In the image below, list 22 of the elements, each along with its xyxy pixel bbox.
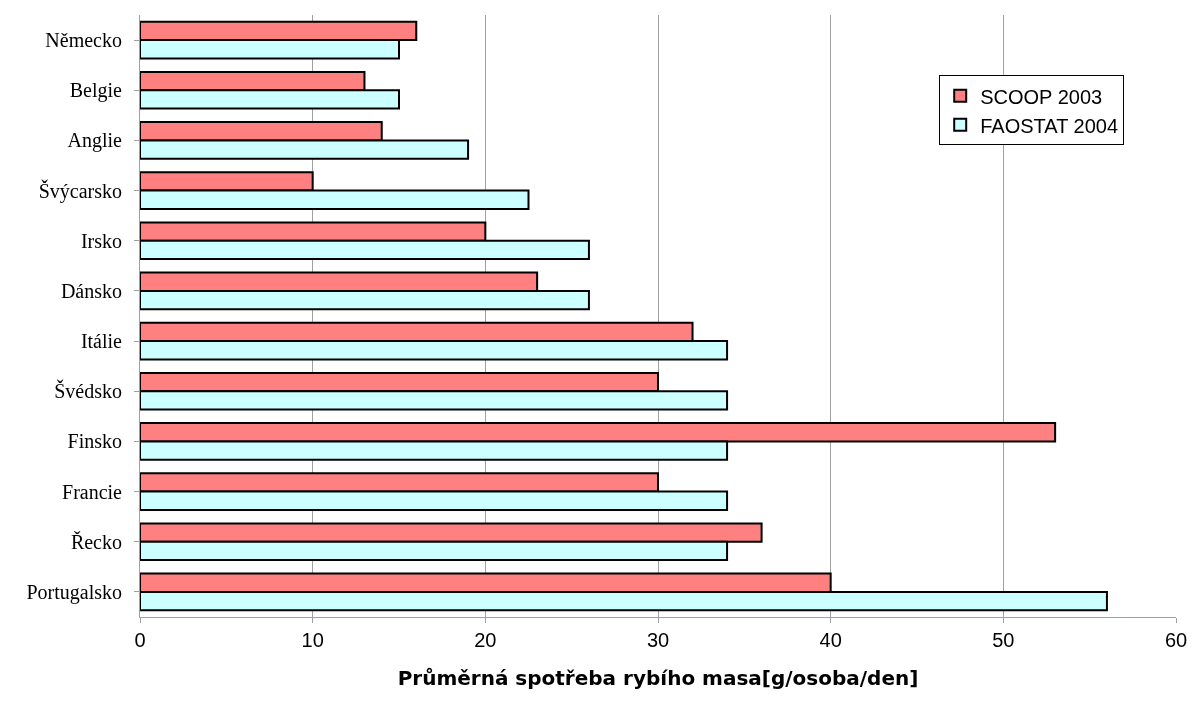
x-tick-label: 30	[646, 629, 670, 651]
x-tick-label: 50	[992, 629, 1015, 651]
x-tick-label: 0	[134, 629, 146, 651]
y-tick-label: Itálie	[80, 330, 123, 353]
y-tick-label: Švédsko	[54, 379, 122, 403]
y-tick-label: Irsko	[80, 229, 122, 252]
y-tick-label: Řecko	[70, 530, 122, 553]
legend-label: FAOSTAT 2004	[980, 114, 1119, 137]
x-axis-title: Průměrná spotřeba rybího masa[g/osoba/den]	[397, 665, 919, 690]
y-tick-label: Německo	[45, 29, 122, 52]
y-tick-label: Francie	[62, 480, 123, 503]
y-tick-label: Dánsko	[60, 279, 122, 302]
y-tick-label: Anglie	[67, 129, 123, 153]
y-tick-label: Portugalsko	[26, 580, 122, 604]
y-tick-label: Finsko	[67, 430, 122, 453]
x-tick-label: 60	[1164, 629, 1188, 651]
y-tick-label: Švýcarsko	[38, 178, 122, 203]
x-tick-label: 20	[474, 629, 497, 651]
x-tick-label: 40	[819, 629, 842, 651]
y-tick-label: Belgie	[69, 79, 123, 103]
x-tick-label: 10	[301, 629, 324, 651]
legend-label: SCOOP 2003	[980, 85, 1103, 108]
